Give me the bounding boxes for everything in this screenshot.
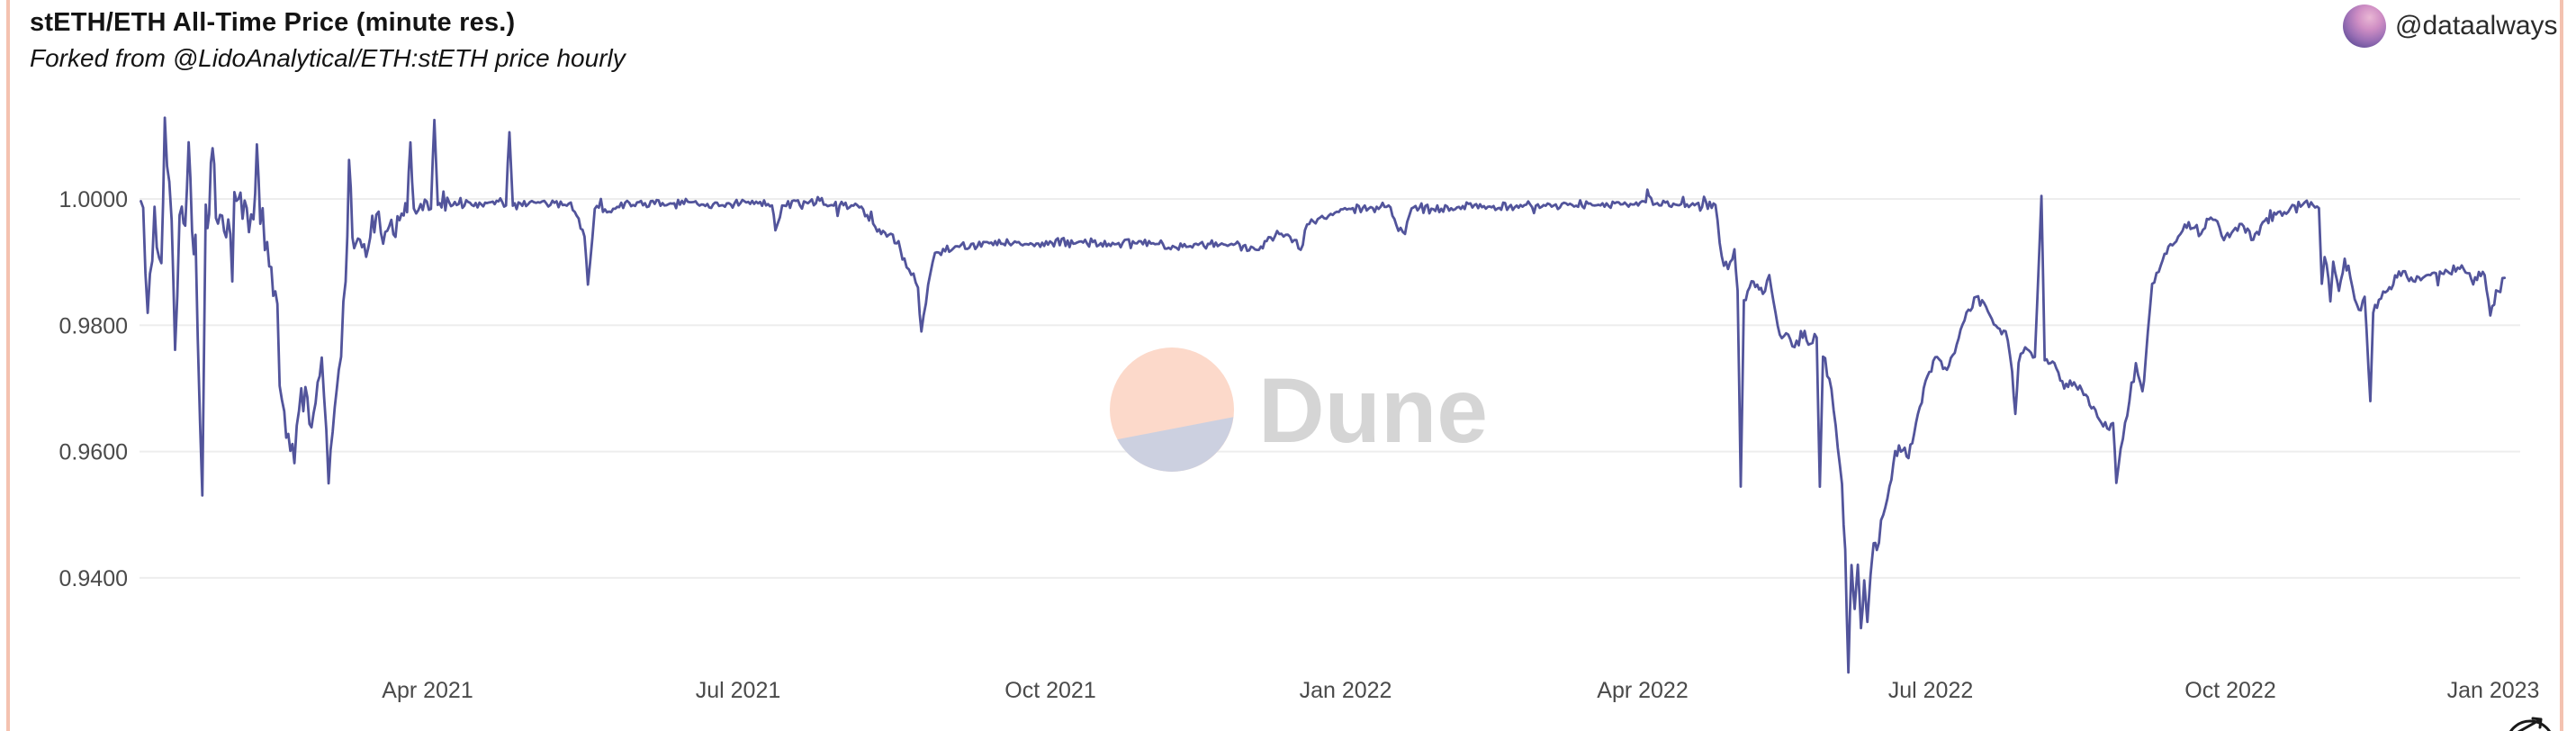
chart-subtitle: Forked from @LidoAnalytical/ETH:stETH pr… bbox=[30, 44, 626, 72]
dune-logo-segment bbox=[1117, 417, 1234, 472]
y-axis-tick-label: 0.9600 bbox=[59, 440, 128, 465]
author-block: @dataalways bbox=[2343, 5, 2558, 48]
watermark-text: Dune bbox=[1258, 359, 1488, 462]
x-axis-tick-label: Jul 2022 bbox=[1888, 678, 1974, 703]
chart-title: stETH/ETH All-Time Price (minute res.) bbox=[30, 8, 516, 37]
dune-watermark: Dune bbox=[1110, 347, 1488, 472]
chart-header: stETH/ETH All-Time Price (minute res.) F… bbox=[30, 5, 626, 74]
x-axis-tick-label: Apr 2022 bbox=[1597, 678, 1688, 703]
y-axis-tick-label: 1.0000 bbox=[59, 187, 128, 212]
left-edge-accent bbox=[6, 0, 10, 731]
y-axis-tick-label: 0.9800 bbox=[59, 313, 128, 338]
x-axis-tick-label: Oct 2021 bbox=[1004, 678, 1095, 703]
expand-button[interactable] bbox=[2507, 717, 2553, 731]
author-handle-link[interactable]: @dataalways bbox=[2395, 11, 2558, 41]
expand-arrow-icon bbox=[2517, 717, 2543, 731]
grid-layer bbox=[140, 198, 2520, 579]
axis-labels-layer: 1.0000 0.9800 0.9600 0.9400 Apr 2021 Jul 2021… bbox=[59, 187, 2540, 703]
x-axis-tick-label: Apr 2021 bbox=[382, 678, 473, 703]
right-edge-accent bbox=[2560, 0, 2563, 731]
series-layer bbox=[140, 116, 2507, 674]
x-axis-tick-label: Jan 2022 bbox=[1300, 678, 1392, 703]
y-axis-tick-label: 0.9400 bbox=[59, 566, 128, 591]
price-line-series bbox=[140, 116, 2507, 674]
x-axis-tick-label: Jul 2021 bbox=[696, 678, 781, 703]
author-avatar[interactable] bbox=[2343, 5, 2386, 48]
x-axis-tick-label: Oct 2022 bbox=[2184, 678, 2275, 703]
x-axis-tick-label: Jan 2023 bbox=[2447, 678, 2540, 703]
